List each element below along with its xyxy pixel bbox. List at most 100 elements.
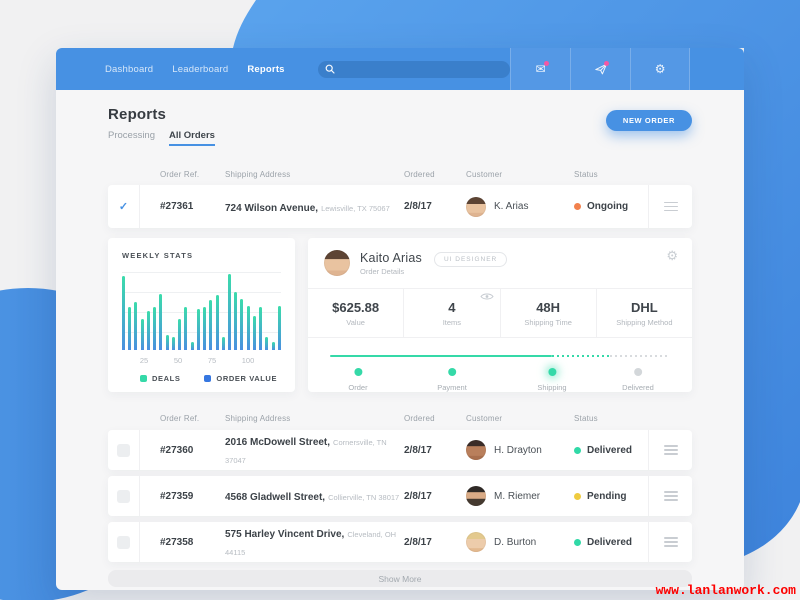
status-badge: Ongoing [587,201,629,212]
bar [171,336,175,350]
nav-icon-section: ✉ ⚙ [510,48,691,90]
chart-legend: DEALS ORDER VALUE [140,374,281,383]
shipping-address: 724 Wilson Avenue, Lewisville, TX 75067 [225,198,404,216]
status-cell: Ongoing [574,201,648,212]
customer-full-name: Kaito Arias [360,250,422,265]
stat-shipping-method: DHL Shipping Method [595,289,692,337]
status-dot [574,538,581,546]
step-payment: Payment [437,368,467,392]
order-row-27358: #27358 575 Harley Vincent Drive, Clevelan… [108,522,692,562]
shipping-progress: Order Payment Shipping [308,338,692,392]
row-select-checkbox[interactable] [108,522,140,562]
stat-label: Shipping Method [616,317,673,327]
city: Lewisville, TX 75067 [321,203,390,213]
progress-track: Order Payment Shipping [330,355,670,392]
bar [271,342,275,350]
step-dot [447,368,456,376]
app-window: Dashboard Leaderboard Reports ✉ [56,48,744,590]
eye-icon [480,293,494,300]
progress-active-dotted-segment [552,355,610,357]
city: Cleveland, OH 44115 [225,530,397,557]
order-row-27359: #27359 4568 Gladwell Street, Collierville… [108,476,692,516]
tab-all-orders[interactable]: All Orders [169,130,215,146]
bar [209,300,213,350]
street: 575 Harley Vincent Drive, [225,529,345,540]
role-badge: UI DESIGNER [433,251,508,267]
shipping-address: 575 Harley Vincent Drive, Cleveland, OH 4… [225,524,404,560]
row-select-checkbox[interactable]: ✓ [108,185,140,228]
row-menu-button[interactable] [648,522,692,562]
bar [153,307,157,350]
bar [221,336,225,350]
status-badge: Delivered [587,536,633,548]
bar [265,336,269,350]
show-more-button[interactable]: Show More [108,570,692,587]
tab-processing[interactable]: Processing [108,130,155,141]
search-icon [325,64,335,74]
stat-label: Value [346,317,365,327]
orders-table-header: Order Ref. Shipping Address Ordered Cust… [108,168,692,180]
bar [146,311,150,350]
step-dot [353,368,362,376]
stat-number: $625.88 [332,299,380,315]
avatar [466,532,486,552]
bar [122,275,125,350]
order-details-subtitle: Order Details [360,266,405,276]
order-date: 2/8/17 [404,444,432,456]
street: 4568 Gladwell Street, [225,492,326,503]
legend-order-value: ORDER VALUE [204,374,277,383]
bar [227,273,231,350]
col-header-order-ref: Order Ref. [160,169,200,179]
new-order-button[interactable]: NEW ORDER [605,110,692,131]
shipping-address: 2016 McDowell Street, Cornersville, TN 37… [225,432,404,468]
top-nav: Dashboard Leaderboard Reports ✉ [56,48,744,90]
bar [240,298,244,350]
nav-link-reports[interactable]: Reports [247,63,285,75]
step-label: Payment [437,383,467,392]
col-header-shipping-address: Shipping Address [225,169,291,179]
messages-button[interactable]: ✉ [510,48,570,90]
bar [252,316,256,350]
col-header-customer: Customer [466,413,503,423]
nav-links: Dashboard Leaderboard Reports [105,64,285,75]
stat-value: $625.88 Value [308,289,403,337]
nav-link-leaderboard[interactable]: Leaderboard [172,63,229,75]
col-header-status: Status [574,169,598,179]
row-menu-button[interactable] [648,430,692,470]
orders-table-header: Order Ref. Shipping Address Ordered Cust… [108,412,692,424]
avatar [466,486,486,506]
page-header: Reports Processing All Orders NEW ORDER [108,106,692,146]
weekly-stats-bars [122,272,281,350]
order-ref: #27359 [160,490,194,502]
hamburger-icon [663,537,678,547]
bar [184,307,188,350]
x-tick: 25 [139,356,149,365]
stat-label: Items [442,317,462,327]
row-menu-button[interactable] [648,476,692,516]
row-select-checkbox[interactable] [108,430,140,470]
row-select-checkbox[interactable] [108,476,140,516]
settings-button[interactable]: ⚙ [630,48,691,90]
bar [178,318,182,350]
search-input[interactable] [317,60,511,78]
nav-link-dashboard[interactable]: Dashboard [105,63,154,75]
middle-section: WEEKLY STATS 25 50 75 100 DEALS [108,238,692,392]
gear-icon[interactable]: ⚙ [666,248,678,263]
order-ref: #27360 [160,444,194,456]
announcements-button[interactable] [570,48,630,90]
orders-list: #27360 2016 McDowell Street, Cornersville… [108,430,692,562]
street: 724 Wilson Avenue, [225,202,319,214]
bar [165,335,169,350]
status-cell: Delivered [574,445,648,456]
bar [277,305,281,350]
stat-number: 4 [448,299,456,315]
row-menu-button[interactable] [648,185,692,228]
bar [234,292,238,350]
step-dot [634,368,642,376]
col-header-status: Status [574,413,598,423]
avatar [324,250,350,276]
order-ref: #27361 [160,201,194,212]
avatar [466,196,486,217]
city: Cornersville, TN 37047 [225,438,387,465]
